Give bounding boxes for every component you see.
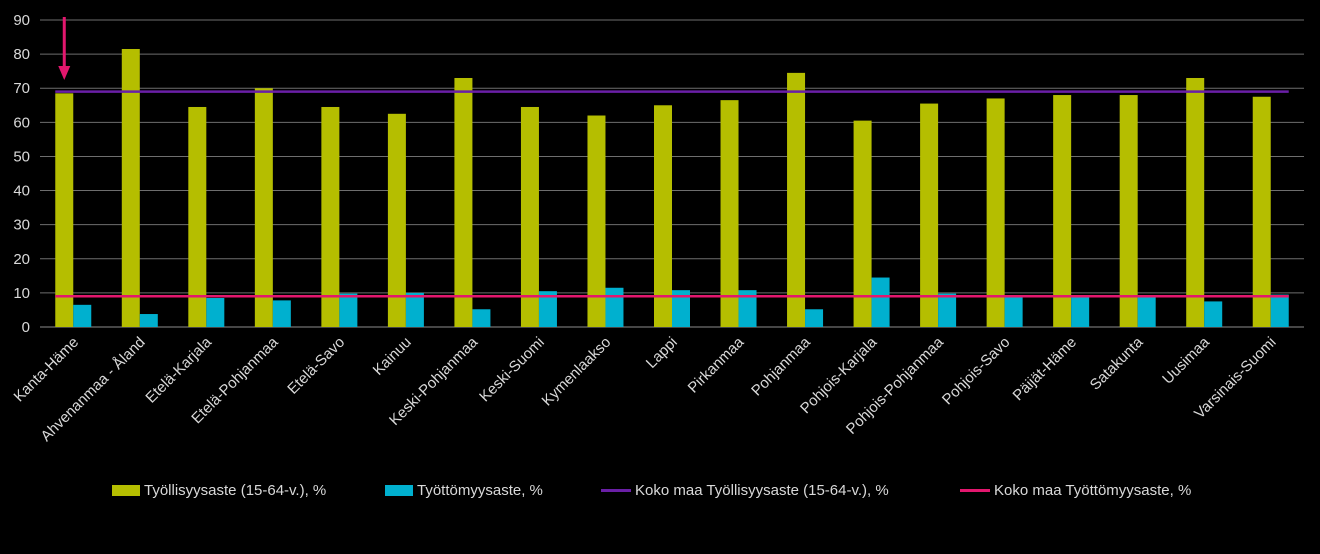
annotation [58, 17, 71, 80]
x-tick-label: Lappi [643, 334, 681, 372]
bar-unemployment-rate [1204, 301, 1223, 327]
x-tick-label: Kainuu [370, 334, 415, 379]
bars [55, 48, 1289, 328]
bar-employment-rate [520, 106, 539, 327]
x-tick-label: Etelä-Karjala [142, 333, 215, 406]
y-tick-label: 50 [13, 148, 30, 165]
x-tick-label: Uusimaa [1159, 333, 1213, 387]
bar-unemployment-rate [272, 300, 291, 327]
legend-item-unemployment-rate: Työttömyysaste, % [385, 482, 543, 499]
y-tick-label: 20 [13, 251, 30, 268]
bar-employment-rate [321, 106, 340, 327]
bar-employment-rate [654, 105, 672, 328]
y-tick-label: 90 [13, 12, 30, 29]
bar-unemployment-rate [738, 290, 757, 327]
bar-employment-rate [587, 115, 606, 327]
bar-employment-rate [387, 113, 406, 327]
x-tick-label: Päijät-Häme [1010, 334, 1080, 404]
legend-item-national-employment-rate: Koko maa Työllisyysaste (15-64-v.), % [601, 482, 889, 499]
bar-unemployment-rate [805, 309, 824, 327]
x-tick-label: Pohjanmaa [748, 333, 814, 399]
bar-employment-rate [1252, 96, 1271, 327]
bar-employment-rate [853, 120, 872, 327]
x-tick-label: Keski-Suomi [476, 334, 548, 406]
bar-unemployment-rate [206, 298, 225, 327]
bar-unemployment-rate [139, 314, 158, 327]
y-tick-label: 10 [13, 285, 30, 302]
y-tick-label: 30 [13, 217, 30, 234]
y-tick-label: 80 [13, 46, 30, 63]
bar-unemployment-rate [605, 287, 624, 327]
y-axis: 0 10 20 30 40 50 60 70 80 90 [13, 12, 30, 336]
bar-employment-rate [720, 100, 739, 328]
bar-employment-rate [787, 72, 806, 327]
x-tick-label: Pirkanmaa [685, 333, 748, 396]
bar-employment-rate [254, 88, 273, 327]
y-tick-label: 60 [13, 114, 30, 131]
bar-unemployment-rate [339, 293, 358, 327]
x-tick-label: Kanta-Häme [11, 334, 83, 406]
legend-item-employment-rate: Työllisyysaste (15-64-v.), % [112, 482, 326, 499]
legend-label-employment-rate: Työllisyysaste (15-64-v.), % [144, 482, 327, 499]
legend-label-national-employment-rate: Koko maa Työllisyysaste (15-64-v.), % [635, 482, 889, 499]
bar-employment-rate [1186, 77, 1205, 327]
legend: Työllisyysaste (15-64-v.), % Työttömyysa… [0, 482, 1320, 506]
bar-unemployment-rate [1004, 296, 1023, 327]
x-tick-label: Satakunta [1087, 333, 1147, 393]
bar-unemployment-rate [871, 277, 890, 327]
legend-label-national-unemployment-rate: Koko maa Työttömyysaste, % [994, 482, 1192, 499]
reference-lines [55, 90, 1289, 298]
bar-employment-rate [986, 98, 1005, 327]
legend-swatch-national-employment-rate [601, 489, 631, 492]
bar-employment-rate [920, 103, 939, 327]
legend-swatch-national-unemployment-rate [960, 489, 990, 492]
bar-unemployment-rate [1270, 294, 1289, 327]
bar-employment-rate [454, 77, 473, 327]
legend-item-national-unemployment-rate: Koko maa Työttömyysaste, % [960, 482, 1191, 499]
y-tick-label: 40 [13, 183, 30, 200]
bar-employment-rate [121, 48, 140, 327]
bar-unemployment-rate [73, 304, 92, 327]
bar-employment-rate [1053, 95, 1072, 328]
legend-label-unemployment-rate: Työttömyysaste, % [417, 482, 543, 499]
bar-unemployment-rate [672, 290, 690, 327]
x-tick-label: Kymenlaakso [539, 334, 615, 410]
bar-unemployment-rate [538, 291, 557, 327]
bar-unemployment-rate [1137, 295, 1156, 327]
bar-employment-rate [1119, 95, 1138, 328]
bar-unemployment-rate [405, 292, 424, 327]
bar-employment-rate [55, 93, 74, 327]
y-tick-label: 0 [22, 319, 30, 336]
annotation-arrow-head [58, 66, 71, 80]
legend-swatch-unemployment-rate [385, 485, 413, 496]
x-tick-label: Etelä-Savo [284, 334, 348, 398]
y-tick-label: 70 [13, 80, 30, 97]
bar-unemployment-rate [1071, 296, 1090, 327]
x-tick-label: Pohjois-Savo [939, 334, 1014, 409]
legend-swatch-employment-rate [112, 485, 140, 496]
bar-employment-rate [188, 106, 207, 327]
bar-unemployment-rate [472, 309, 491, 327]
bar-unemployment-rate [938, 293, 957, 327]
